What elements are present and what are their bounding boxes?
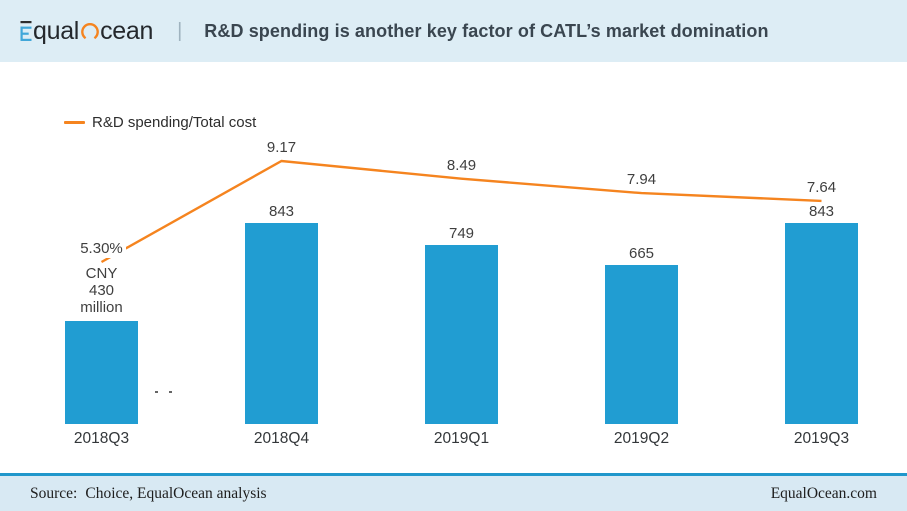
bar: [245, 223, 318, 424]
header-divider: |: [177, 20, 183, 42]
x-axis-label: 2019Q1: [433, 430, 490, 447]
line-value-label: 7.94: [626, 171, 657, 189]
source-label: Source:: [30, 484, 78, 502]
line-value-label: 8.49: [446, 156, 477, 174]
x-axis-label: 2018Q4: [253, 430, 310, 447]
legend: R&D spending/Total cost: [64, 112, 256, 132]
bar-value-label: 665: [628, 245, 655, 263]
logo-text-cean: cean: [100, 16, 154, 45]
legend-label: R&D spending/Total cost: [92, 113, 257, 131]
bar: [425, 245, 498, 424]
speck: [169, 391, 172, 393]
bar: [785, 223, 858, 424]
chart-area: R&D spending/Total cost CNY 430 million 5…: [0, 62, 907, 473]
bar-value-label: 749: [448, 225, 475, 243]
bar-value-label: 843: [268, 203, 295, 220]
line-value-label: 9.17: [266, 139, 297, 156]
x-axis-label: 2019Q2: [613, 430, 670, 447]
x-axis-label: 2019Q3: [793, 430, 850, 447]
bar-value-label: CNY 430 million: [80, 265, 123, 317]
line-value-label: 7.64: [806, 178, 837, 196]
x-axis-label: 2018Q3: [73, 430, 130, 447]
line-value-label: 5.30%: [52, 239, 152, 259]
source-note: Source: Choice, EqualOcean analysis: [30, 485, 267, 503]
header: qual cean | R&D spending is another key …: [0, 0, 907, 62]
bar: [605, 265, 678, 424]
footer-bar: Source: Choice, EqualOcean analysis Equal…: [0, 476, 907, 511]
bar: [65, 321, 138, 424]
logo-e-icon: [20, 20, 32, 41]
logo-text-qual: qual: [33, 16, 80, 45]
footer-rule: [0, 473, 907, 476]
equalocean-logo: qual cean: [20, 16, 154, 45]
speck: [155, 391, 158, 393]
legend-line-icon: [64, 120, 85, 124]
bar-value-label: 843: [808, 203, 835, 220]
source-value: Choice, EqualOcean analysis: [85, 484, 267, 502]
footer: Source: Choice, EqualOcean analysis Equal…: [0, 473, 907, 511]
page-title: R&D spending is another key factor of CA…: [204, 20, 769, 41]
site-link: EqualOcean.com: [770, 484, 877, 502]
logo-o-icon: [81, 22, 99, 39]
